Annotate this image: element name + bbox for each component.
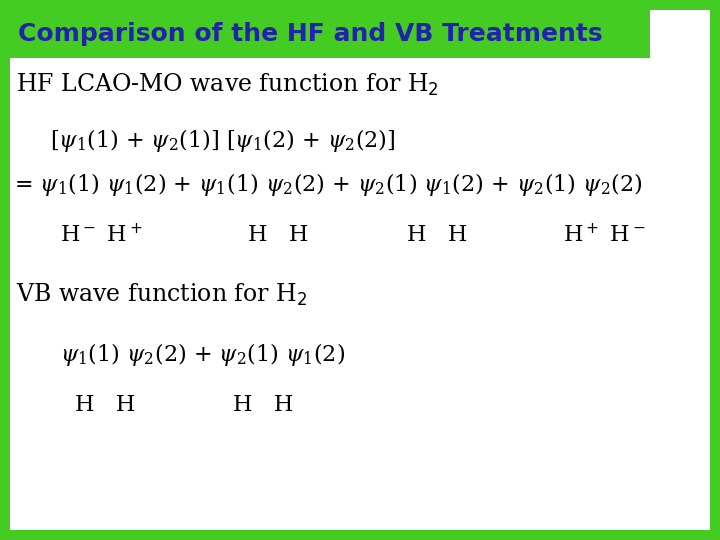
Text: H   H: H H [233, 394, 293, 416]
Text: H$^+$ H$^-$: H$^+$ H$^-$ [563, 224, 645, 247]
FancyBboxPatch shape [10, 10, 710, 530]
Text: H   H: H H [248, 224, 308, 246]
Text: H   H: H H [407, 224, 467, 246]
Text: = $\psi_1$(1) $\psi_1$(2) + $\psi_1$(1) $\psi_2$(2) + $\psi_2$(1) $\psi_1$(2) + : = $\psi_1$(1) $\psi_1$(2) + $\psi_1$(1) … [14, 172, 642, 199]
FancyBboxPatch shape [10, 10, 650, 58]
Text: HF LCAO-MO wave function for H$_2$: HF LCAO-MO wave function for H$_2$ [16, 72, 438, 98]
Text: [$\psi_1$(1) + $\psi_2$(1)] [$\psi_1$(2) + $\psi_2$(2)]: [$\psi_1$(1) + $\psi_2$(1)] [$\psi_1$(2)… [50, 126, 395, 153]
Text: H   H: H H [75, 394, 135, 416]
Text: Comparison of the HF and VB Treatments: Comparison of the HF and VB Treatments [18, 22, 603, 46]
Text: $\psi_1$(1) $\psi_2$(2) + $\psi_2$(1) $\psi_1$(2): $\psi_1$(1) $\psi_2$(2) + $\psi_2$(1) $\… [60, 341, 345, 368]
Text: VB wave function for H$_2$: VB wave function for H$_2$ [16, 282, 307, 308]
Text: H$^-$ H$^+$: H$^-$ H$^+$ [60, 224, 143, 247]
